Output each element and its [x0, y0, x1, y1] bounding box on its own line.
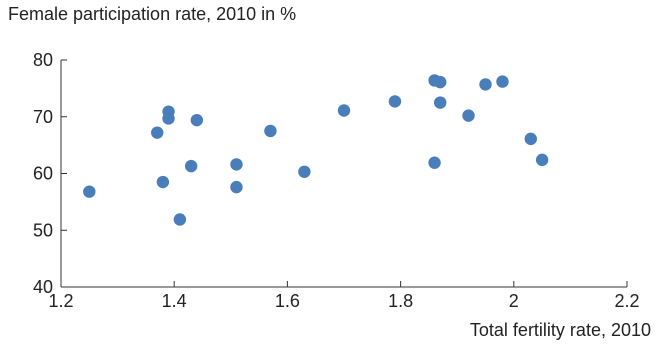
- data-point: [496, 75, 509, 88]
- y-tick-label: 60: [33, 164, 53, 184]
- x-tick-label: 2.2: [614, 291, 639, 311]
- data-point: [479, 78, 492, 91]
- data-point: [156, 175, 170, 189]
- x-tick-label: 1.2: [48, 291, 73, 311]
- data-point: [462, 109, 475, 122]
- data-point: [428, 156, 441, 169]
- y-axis-label: Female participation rate, 2010 in %: [8, 4, 297, 24]
- x-tick-label: 1.4: [162, 291, 187, 311]
- data-point: [298, 165, 311, 178]
- data-point: [173, 213, 187, 226]
- y-tick-label: 50: [33, 220, 53, 240]
- data-point: [434, 96, 447, 109]
- data-point: [184, 159, 198, 173]
- data-point: [151, 126, 164, 139]
- x-tick-label: 2: [509, 291, 519, 311]
- x-tick-label: 1.8: [388, 291, 413, 311]
- data-points: [83, 74, 549, 226]
- data-point: [83, 185, 96, 198]
- data-point: [388, 95, 402, 108]
- y-tick-label: 80: [33, 50, 53, 70]
- data-point: [230, 158, 243, 171]
- data-point: [162, 112, 175, 125]
- data-point: [230, 180, 243, 194]
- axes: [60, 60, 627, 288]
- data-point: [337, 104, 351, 117]
- data-point: [535, 153, 549, 167]
- x-axis-label: Total fertility rate, 2010: [469, 320, 651, 340]
- x-tick-label: 1.6: [275, 291, 300, 311]
- data-point: [524, 132, 537, 146]
- ticks: 40 50 60 70 80 1.2 1.4 1.6 1.8 2 2.2: [33, 50, 640, 311]
- y-tick-label: 40: [33, 277, 53, 297]
- y-tick-label: 70: [33, 107, 53, 127]
- data-point: [190, 113, 204, 127]
- data-point: [264, 124, 277, 138]
- data-point: [434, 75, 447, 89]
